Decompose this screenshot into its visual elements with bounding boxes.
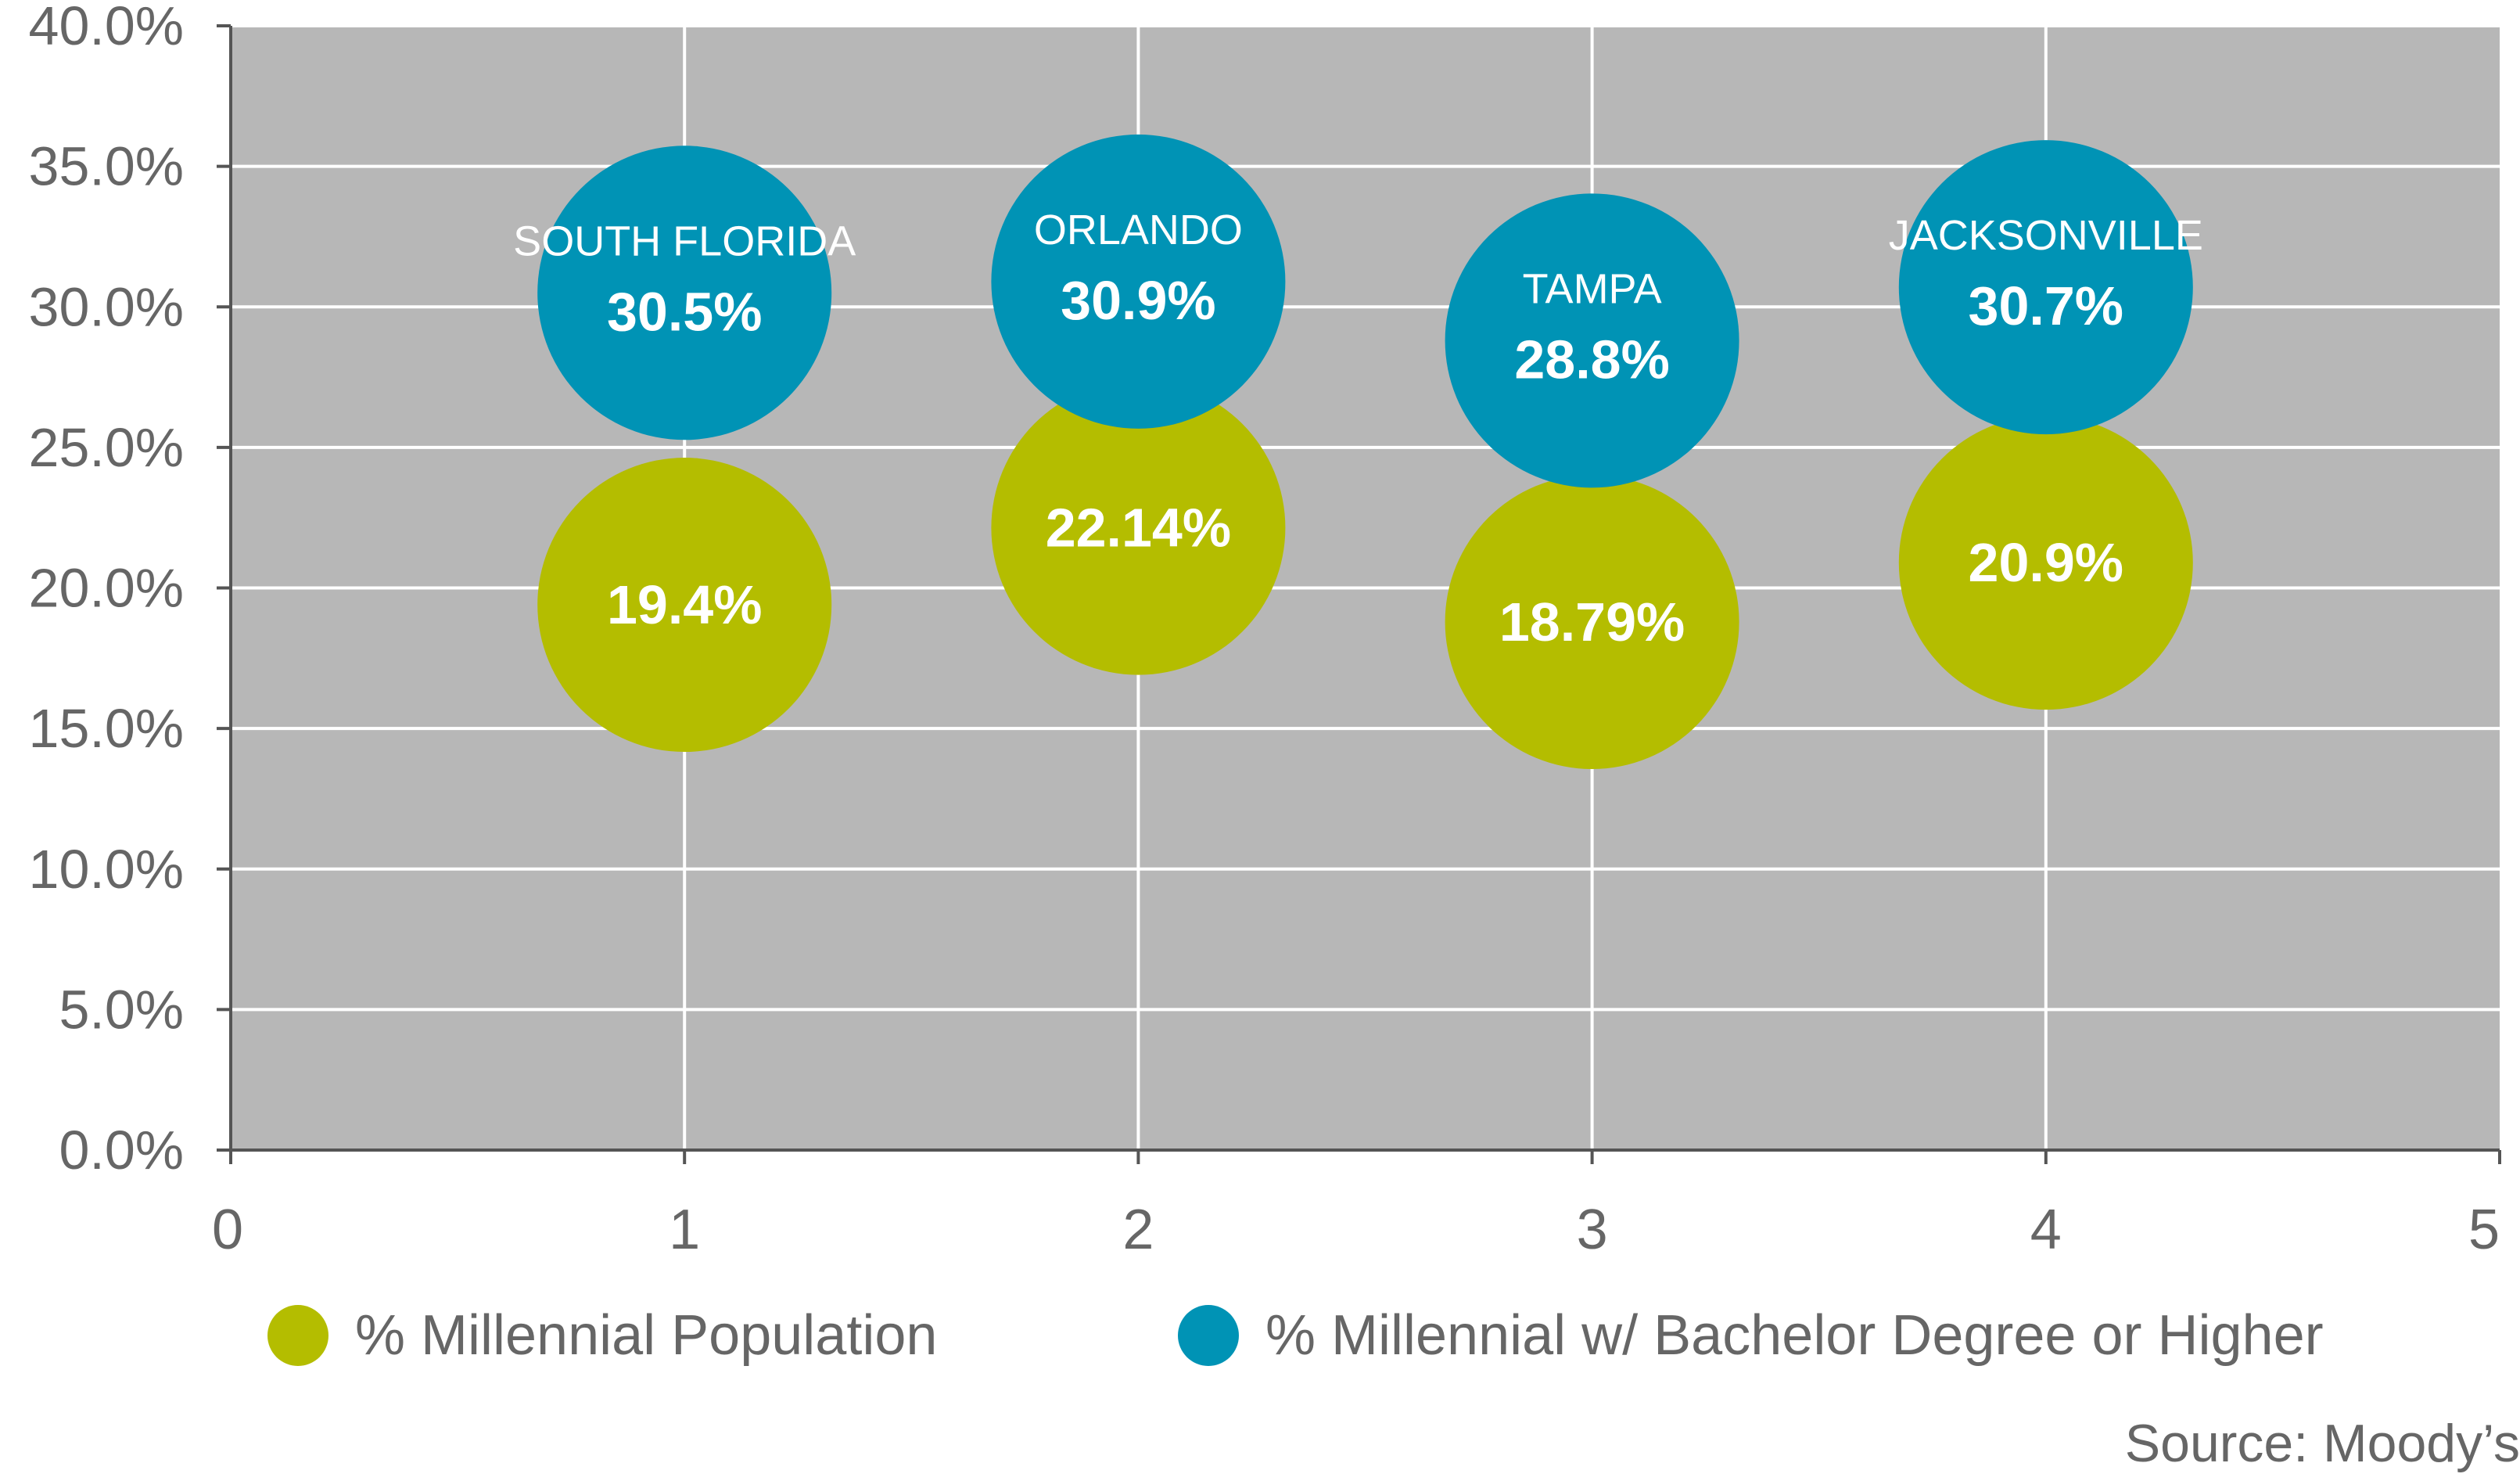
x-tick-label: 3 xyxy=(1577,1199,1608,1261)
bachelor-value-label: 30.7% xyxy=(1969,275,2123,336)
city-label: TAMPA xyxy=(1523,265,1662,312)
y-tick-label: 10.0% xyxy=(29,839,184,900)
population-value-label: 19.4% xyxy=(607,574,762,635)
population-value-label: 20.9% xyxy=(1969,532,2123,593)
population-value-label: 18.79% xyxy=(1499,591,1685,652)
y-tick-label: 20.0% xyxy=(29,558,184,619)
y-tick-label: 15.0% xyxy=(29,698,184,759)
legend-swatch-population xyxy=(267,1305,328,1366)
bachelor-bubble xyxy=(1445,193,1739,488)
bachelor-bubble xyxy=(537,146,832,440)
y-tick-label: 35.0% xyxy=(29,136,184,197)
y-tick-label: 5.0% xyxy=(59,979,184,1040)
population-bubble xyxy=(991,380,1286,675)
legend-item-population: % Millennial Population xyxy=(267,1300,937,1371)
population-bubble xyxy=(1898,415,2193,710)
source-note: Source: Moody’s xyxy=(2124,1414,2520,1473)
bachelor-bubble xyxy=(991,134,1286,429)
y-tick-label: 30.0% xyxy=(29,276,184,337)
city-label: ORLANDO xyxy=(1034,207,1243,253)
x-tick-label: 1 xyxy=(669,1199,700,1261)
bachelor-bubble xyxy=(1898,140,2193,435)
legend-label-bachelor: % Millennial w/ Bachelor Degree or Highe… xyxy=(1265,1304,2324,1367)
legend-item-bachelor: % Millennial w/ Bachelor Degree or Highe… xyxy=(1178,1300,2324,1371)
bachelor-value-label: 30.9% xyxy=(1061,270,1215,331)
population-value-label: 22.14% xyxy=(1046,498,1231,559)
bachelor-value-label: 30.5% xyxy=(607,281,762,342)
city-label: JACKSONVILLE xyxy=(1889,212,2203,259)
x-tick-label: 5 xyxy=(2468,1199,2500,1261)
y-tick-label: 25.0% xyxy=(29,417,184,478)
legend-swatch-bachelor xyxy=(1178,1305,1239,1366)
y-tick-label: 40.0% xyxy=(29,0,184,56)
x-tick-label: 0 xyxy=(212,1199,243,1261)
population-bubble xyxy=(1445,474,1739,769)
city-label: SOUTH FLORIDA xyxy=(513,217,856,264)
x-tick-label: 4 xyxy=(2030,1199,2062,1261)
y-tick-label: 0.0% xyxy=(59,1120,184,1181)
legend-label-population: % Millennial Population xyxy=(355,1304,938,1367)
bachelor-value-label: 28.8% xyxy=(1514,329,1669,390)
population-bubble xyxy=(537,458,832,753)
x-tick-label: 2 xyxy=(1122,1199,1154,1261)
